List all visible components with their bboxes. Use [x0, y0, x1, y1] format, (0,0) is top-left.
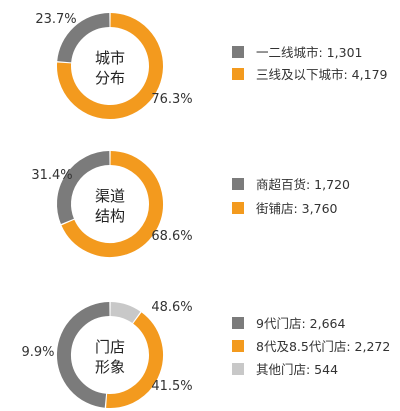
- legend-3: 9代门店: 2,664 8代及8.5代门店: 2,272 其他门店: 544: [232, 316, 390, 377]
- legend-label-街铺店: 街铺店: 3,760: [256, 201, 338, 216]
- legend-swatch-一二线城市: [232, 46, 244, 58]
- percent-label-街铺店: 68.6%: [151, 229, 192, 244]
- legend-swatch-9代门店: [232, 317, 244, 329]
- legend-1: 一二线城市: 1,301 三线及以下城市: 4,179: [232, 45, 388, 82]
- donut-slice-其他门店: [110, 302, 141, 324]
- donut-center-label-line-1: 城市: [95, 49, 125, 67]
- legend-swatch-街铺店: [232, 202, 244, 214]
- percent-label-其他门店: 9.9%: [21, 345, 54, 360]
- donut-slice-街铺店: [61, 151, 163, 257]
- percent-label-8代及8.5代门店: 41.5%: [151, 379, 192, 394]
- legend-swatch-8代及8.5代门店: [232, 340, 244, 352]
- donut-slice-商超百货: [57, 151, 110, 225]
- legend-label-一二线城市: 一二线城市: 1,301: [256, 45, 362, 60]
- donut-center-label-line-2: 形象: [95, 358, 125, 376]
- legend-label-商超百货: 商超百货: 1,720: [256, 177, 350, 192]
- legend-swatch-其他门店: [232, 363, 244, 375]
- percent-label-一二线城市: 23.7%: [35, 12, 76, 27]
- legend-label-8代及8.5代门店: 8代及8.5代门店: 2,272: [256, 339, 390, 354]
- legend-swatch-三线及以下城市: [232, 68, 244, 80]
- donut-center-label-line-2: 结构: [95, 207, 125, 225]
- percent-label-三线及以下城市: 76.3%: [151, 92, 192, 107]
- donut-slice-三线及以下城市: [57, 13, 163, 119]
- legend-label-三线及以下城市: 三线及以下城市: 4,179: [256, 67, 388, 82]
- legend-label-其他门店: 其他门店: 544: [256, 362, 338, 377]
- donut-center-label-line-2: 分布: [95, 69, 125, 87]
- legend-swatch-商超百货: [232, 178, 244, 190]
- donut-slice-8代及8.5代门店: [106, 312, 163, 408]
- donut-center-label-line-1: 渠道: [95, 187, 125, 205]
- percent-label-商超百货: 31.4%: [31, 168, 72, 183]
- donut-slice-一二线城市: [57, 13, 110, 63]
- percent-label-9代门店: 48.6%: [151, 300, 192, 315]
- donut-slice-9代门店: [56, 302, 110, 408]
- donut-center-label-line-1: 门店: [95, 338, 125, 356]
- legend-2: 商超百货: 1,720 街铺店: 3,760: [232, 177, 350, 216]
- legend-label-9代门店: 9代门店: 2,664: [256, 316, 345, 331]
